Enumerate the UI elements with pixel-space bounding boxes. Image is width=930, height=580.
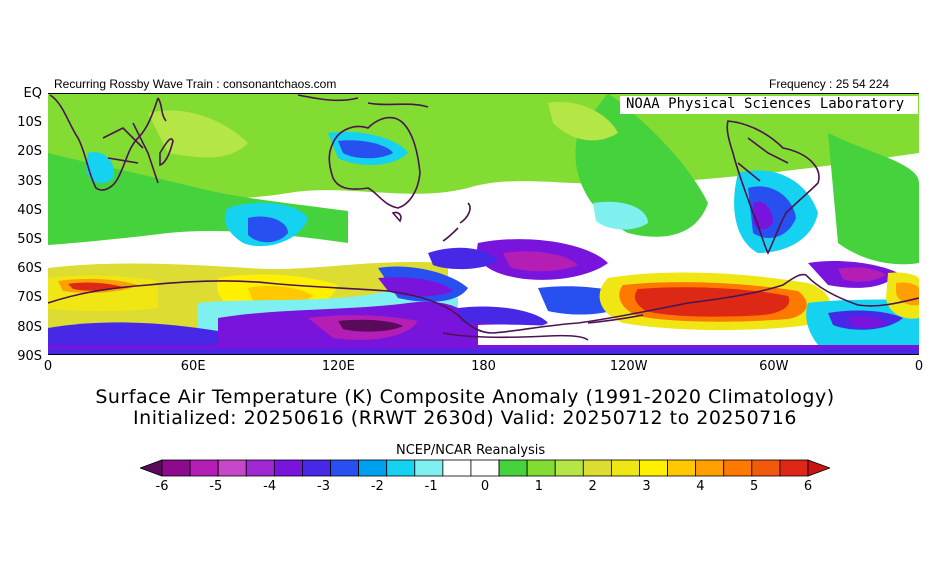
anomaly-map — [48, 93, 919, 355]
colorbar-cell — [330, 459, 360, 477]
source-caption: Recurring Rossby Wave Train : consonantc… — [54, 77, 337, 91]
coastlines — [48, 94, 919, 341]
colorbar-cell — [667, 459, 697, 477]
lat-label: 30S — [17, 173, 42, 189]
lat-label: 10S — [17, 115, 42, 131]
colorbar-cell — [498, 459, 528, 477]
lon-label: 0 — [43, 359, 53, 374]
colorbar-cell — [639, 459, 668, 477]
colorbar-cell — [442, 459, 472, 477]
colorbar-tick-label: -4 — [263, 479, 277, 494]
colorbar-cell — [526, 459, 556, 477]
colorbar-cell — [470, 459, 500, 477]
colorbar — [140, 459, 830, 477]
anomaly-fields — [48, 93, 919, 355]
lat-label: 80S — [17, 319, 42, 335]
lon-label: 180 — [471, 359, 496, 374]
colorbar-cell — [610, 459, 640, 477]
colorbar-tick-label: 4 — [696, 479, 705, 494]
colorbar-tick-label: 0 — [480, 479, 490, 494]
lat-label: 20S — [17, 144, 42, 160]
map-title: Surface Air Temperature (K) Composite An… — [95, 386, 835, 408]
colorbar-tick-label: 2 — [588, 479, 597, 494]
colorbar-tick-label: -6 — [155, 479, 169, 494]
colorbar-cell — [358, 459, 388, 477]
colorbar-tick-label: 6 — [803, 479, 813, 494]
lon-label: 120W — [609, 359, 648, 374]
colorbar-tick-label: 5 — [750, 479, 759, 494]
lat-label: 60S — [17, 261, 42, 277]
colorbar-cell — [302, 459, 331, 477]
lon-label: 60E — [180, 359, 206, 374]
colorbar-arrow-max — [807, 459, 830, 477]
colorbar-cell — [245, 459, 275, 477]
colorbar-cell — [779, 459, 809, 477]
map-canvas — [48, 93, 919, 355]
lon-label: 0 — [914, 359, 924, 374]
lat-label: 50S — [17, 232, 42, 247]
colorbar-cell — [161, 459, 191, 477]
lat-label: EQ — [23, 86, 42, 101]
colorbar-cell — [554, 459, 584, 477]
colorbar-cell — [189, 459, 219, 477]
colorbar-cell — [695, 459, 725, 477]
colorbar-cell — [273, 459, 303, 477]
colorbar-arrow-min — [140, 459, 163, 477]
lab-label-box — [620, 96, 918, 114]
colorbar-cell — [217, 459, 247, 477]
lat-label: 40S — [17, 202, 42, 218]
lon-label: 120E — [321, 359, 355, 374]
colorbar-tick-label: -1 — [424, 479, 438, 494]
colorbar-caption: NCEP/NCAR Reanalysis — [396, 443, 546, 458]
map-top-border — [48, 93, 919, 94]
map-subtitle: Initialized: 20250616 (RRWT 2630d) Valid… — [133, 407, 797, 429]
colorbar-cell — [386, 459, 416, 477]
lat-label: 90S — [17, 348, 42, 364]
lab-label: NOAA Physical Sciences Laboratory — [626, 96, 905, 112]
colorbar-tick-label: 1 — [534, 479, 543, 494]
colorbar-cell — [723, 459, 753, 477]
colorbar-cell — [582, 459, 612, 477]
colorbar-tick-label: -3 — [317, 479, 330, 494]
lat-label: 70S — [17, 290, 42, 306]
colorbar-cell — [414, 459, 444, 477]
colorbar-cells — [140, 459, 830, 477]
colorbar-cell — [751, 459, 781, 477]
lon-label: 60W — [759, 359, 789, 374]
colorbar-tick-label: 3 — [642, 479, 651, 494]
map-bottom-border — [48, 354, 919, 355]
colorbar-tick-label: -5 — [209, 479, 223, 494]
frequency-caption: Frequency : 25 54 224 — [769, 77, 890, 91]
colorbar-tick-label: -2 — [370, 479, 384, 494]
